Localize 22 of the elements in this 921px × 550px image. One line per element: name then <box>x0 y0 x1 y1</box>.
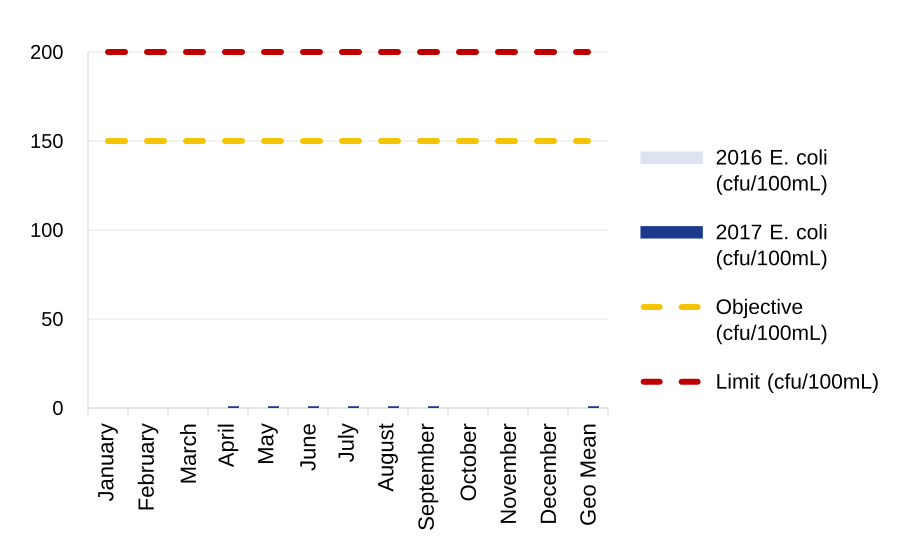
legend-label: 2017 E. coli (cfu/100mL) <box>716 224 826 270</box>
y-tick-label: 200 <box>31 44 63 60</box>
x-tick-label: April <box>218 424 238 468</box>
legend-label: Limit (cfu/100mL) <box>717 373 878 393</box>
x-tick-label: June <box>300 424 316 471</box>
y-tick-label: 0 <box>53 400 63 416</box>
x-tick-label: May <box>258 423 278 463</box>
y-tick-label: 100 <box>32 222 63 238</box>
x-tick-label: March <box>180 424 196 483</box>
x-tick-label: December <box>540 424 556 523</box>
x-tick-label: July <box>338 423 358 462</box>
legend-label: 2016 E. coli (cfu/100mL) <box>716 149 826 195</box>
y-tick-label: 150 <box>32 134 63 148</box>
y-tick-label: 50 <box>42 312 63 326</box>
x-tick-label: January <box>98 423 118 502</box>
x-tick-label: October <box>460 424 476 500</box>
x-tick-label: Geo Mean <box>580 424 596 525</box>
legend-label: Objective (cfu/100mL) <box>716 298 826 344</box>
x-tick-label: September <box>418 424 438 530</box>
x-tick-label: February <box>138 423 158 510</box>
x-tick-label: November <box>500 424 516 523</box>
x-tick-label: August <box>378 423 398 492</box>
